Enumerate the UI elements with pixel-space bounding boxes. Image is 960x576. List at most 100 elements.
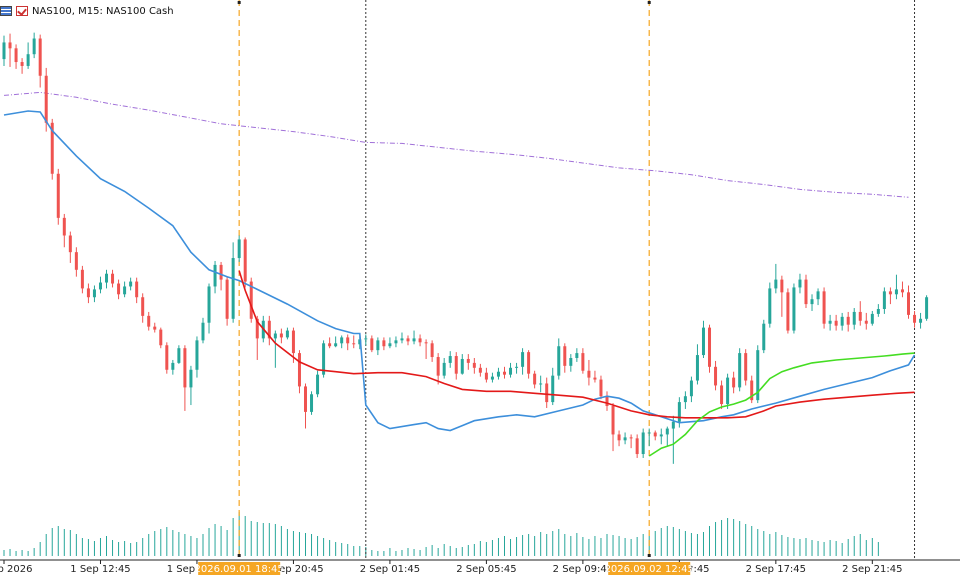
candle-bullish xyxy=(129,277,133,291)
candle-bullish xyxy=(189,365,193,406)
candle-bearish xyxy=(243,237,247,288)
time-axis-label: 2 Sep 09:45 xyxy=(553,564,613,575)
event-marker-top xyxy=(647,1,651,4)
candle-bearish xyxy=(56,168,60,225)
candle-body xyxy=(322,343,326,375)
candle-body xyxy=(701,327,705,356)
candle-body xyxy=(219,264,223,280)
time-axis-label: 1 Sep 20:45 xyxy=(263,564,323,575)
candle-bullish xyxy=(768,282,772,328)
candle-body xyxy=(900,289,904,293)
candle-body xyxy=(26,54,30,66)
candle-bullish xyxy=(231,242,235,323)
candle-body xyxy=(744,353,748,381)
moving-average-blue-line xyxy=(3,110,916,432)
candle-body xyxy=(86,288,90,298)
candle-body xyxy=(285,330,289,338)
candle-bearish xyxy=(14,44,18,69)
candle-bearish xyxy=(858,301,862,326)
candle-body xyxy=(2,42,6,60)
candle-bearish xyxy=(454,352,458,380)
candle-bullish xyxy=(273,330,277,368)
candle-body xyxy=(225,279,229,319)
candle-bullish xyxy=(623,432,627,445)
candle-body xyxy=(888,291,892,295)
candle-body xyxy=(14,48,18,63)
candle-body xyxy=(870,313,874,324)
candle-bullish xyxy=(105,269,109,289)
candle-bullish xyxy=(641,428,645,458)
candle-bearish xyxy=(436,353,440,385)
candle-body xyxy=(641,432,645,455)
candle-bullish xyxy=(828,314,832,331)
candle-bearish xyxy=(141,293,145,323)
candle-bearish xyxy=(219,261,223,291)
candle-bearish xyxy=(8,33,12,67)
candle-body xyxy=(551,375,555,403)
candle-body xyxy=(780,279,784,293)
candle-bullish xyxy=(659,428,663,445)
candle-bullish xyxy=(919,312,923,329)
highlighted-time-label: 2026.09.01 18:45 xyxy=(195,564,284,575)
candle-bullish xyxy=(195,336,199,378)
candle-bearish xyxy=(117,279,121,300)
candle-body xyxy=(659,434,663,437)
candle-body xyxy=(8,42,12,49)
candle-bearish xyxy=(708,324,712,373)
candle-bearish xyxy=(478,363,482,377)
candle-bullish xyxy=(774,263,778,294)
candle-body xyxy=(466,358,470,363)
candle-body xyxy=(412,338,416,342)
candle-bearish xyxy=(599,375,603,400)
candle-body xyxy=(291,330,295,354)
candle-bearish xyxy=(430,340,434,362)
candle-body xyxy=(135,281,139,298)
candle-body xyxy=(92,289,96,298)
candle-bullish xyxy=(207,283,211,334)
candle-bullish xyxy=(32,32,36,59)
candle-body xyxy=(611,406,615,435)
candle-body xyxy=(907,292,910,315)
candle-bearish xyxy=(864,312,868,330)
event-marker-bottom xyxy=(647,554,651,557)
candle-body xyxy=(310,394,314,412)
candle-bullish xyxy=(496,367,500,380)
candle-bearish xyxy=(635,434,639,458)
candle-body xyxy=(334,343,338,347)
candle-bullish xyxy=(575,348,579,362)
candle-bearish xyxy=(346,334,350,351)
candle-bullish xyxy=(665,426,669,447)
candle-bearish xyxy=(297,350,301,394)
candle-body xyxy=(472,362,476,368)
time-axis-label: 2 Sep 17:45 xyxy=(746,564,806,575)
candle-bullish xyxy=(171,359,175,375)
event-marker-top xyxy=(237,1,241,4)
candle-bearish xyxy=(406,335,410,346)
candle-body xyxy=(32,38,36,55)
candle-bearish xyxy=(484,367,488,383)
candle-bullish xyxy=(756,345,760,404)
time-axis-label: 1 Sep 16:45 xyxy=(167,564,227,575)
candle-body xyxy=(708,327,712,367)
one-click-trading-icon[interactable] xyxy=(0,6,12,16)
candle-bearish xyxy=(382,337,386,351)
candle-body xyxy=(563,346,567,366)
candle-body xyxy=(141,297,145,316)
candle-body xyxy=(816,291,820,300)
candle-bearish xyxy=(913,310,917,328)
candle-bearish xyxy=(153,322,157,333)
candle-body xyxy=(304,386,307,412)
candle-body xyxy=(123,286,127,295)
candle-body xyxy=(539,383,543,385)
candle-bullish xyxy=(647,428,651,447)
candle-bearish xyxy=(744,349,748,386)
candle-body xyxy=(56,173,60,218)
candle-bullish xyxy=(894,274,898,300)
candle-bullish xyxy=(285,327,289,340)
candle-body xyxy=(623,437,627,441)
candle-body xyxy=(762,323,766,351)
trade-levels-icon[interactable] xyxy=(16,6,28,16)
candle-body xyxy=(68,235,72,253)
